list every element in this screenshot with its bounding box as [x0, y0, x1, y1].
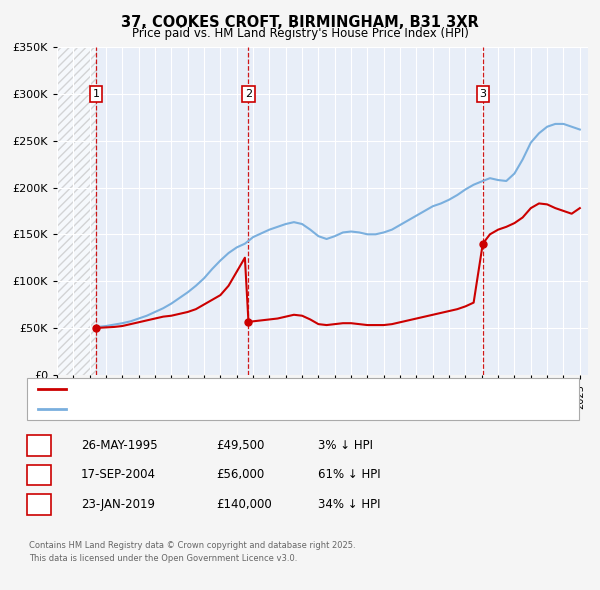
- Text: 1: 1: [93, 89, 100, 99]
- Text: 3: 3: [35, 498, 43, 511]
- Text: Contains HM Land Registry data © Crown copyright and database right 2025.: Contains HM Land Registry data © Crown c…: [29, 541, 355, 550]
- Text: £49,500: £49,500: [216, 439, 265, 452]
- Text: 2: 2: [245, 89, 252, 99]
- Text: 2: 2: [35, 468, 43, 481]
- Text: This data is licensed under the Open Government Licence v3.0.: This data is licensed under the Open Gov…: [29, 555, 297, 563]
- Text: 23-JAN-2019: 23-JAN-2019: [81, 498, 155, 511]
- Text: £140,000: £140,000: [216, 498, 272, 511]
- Text: 61% ↓ HPI: 61% ↓ HPI: [318, 468, 380, 481]
- Bar: [57, 47, 96, 375]
- Text: 17-SEP-2004: 17-SEP-2004: [81, 468, 156, 481]
- Text: 34% ↓ HPI: 34% ↓ HPI: [318, 498, 380, 511]
- Text: Price paid vs. HM Land Registry's House Price Index (HPI): Price paid vs. HM Land Registry's House …: [131, 27, 469, 40]
- Text: 3% ↓ HPI: 3% ↓ HPI: [318, 439, 373, 452]
- Text: 1: 1: [35, 439, 43, 452]
- Text: 37, COOKES CROFT, BIRMINGHAM, B31 3XR (semi-detached house): 37, COOKES CROFT, BIRMINGHAM, B31 3XR (s…: [72, 384, 424, 394]
- Text: HPI: Average price, semi-detached house, Birmingham: HPI: Average price, semi-detached house,…: [72, 404, 358, 414]
- Text: £56,000: £56,000: [216, 468, 264, 481]
- Text: 37, COOKES CROFT, BIRMINGHAM, B31 3XR: 37, COOKES CROFT, BIRMINGHAM, B31 3XR: [121, 15, 479, 30]
- Text: 3: 3: [479, 89, 486, 99]
- Text: 26-MAY-1995: 26-MAY-1995: [81, 439, 158, 452]
